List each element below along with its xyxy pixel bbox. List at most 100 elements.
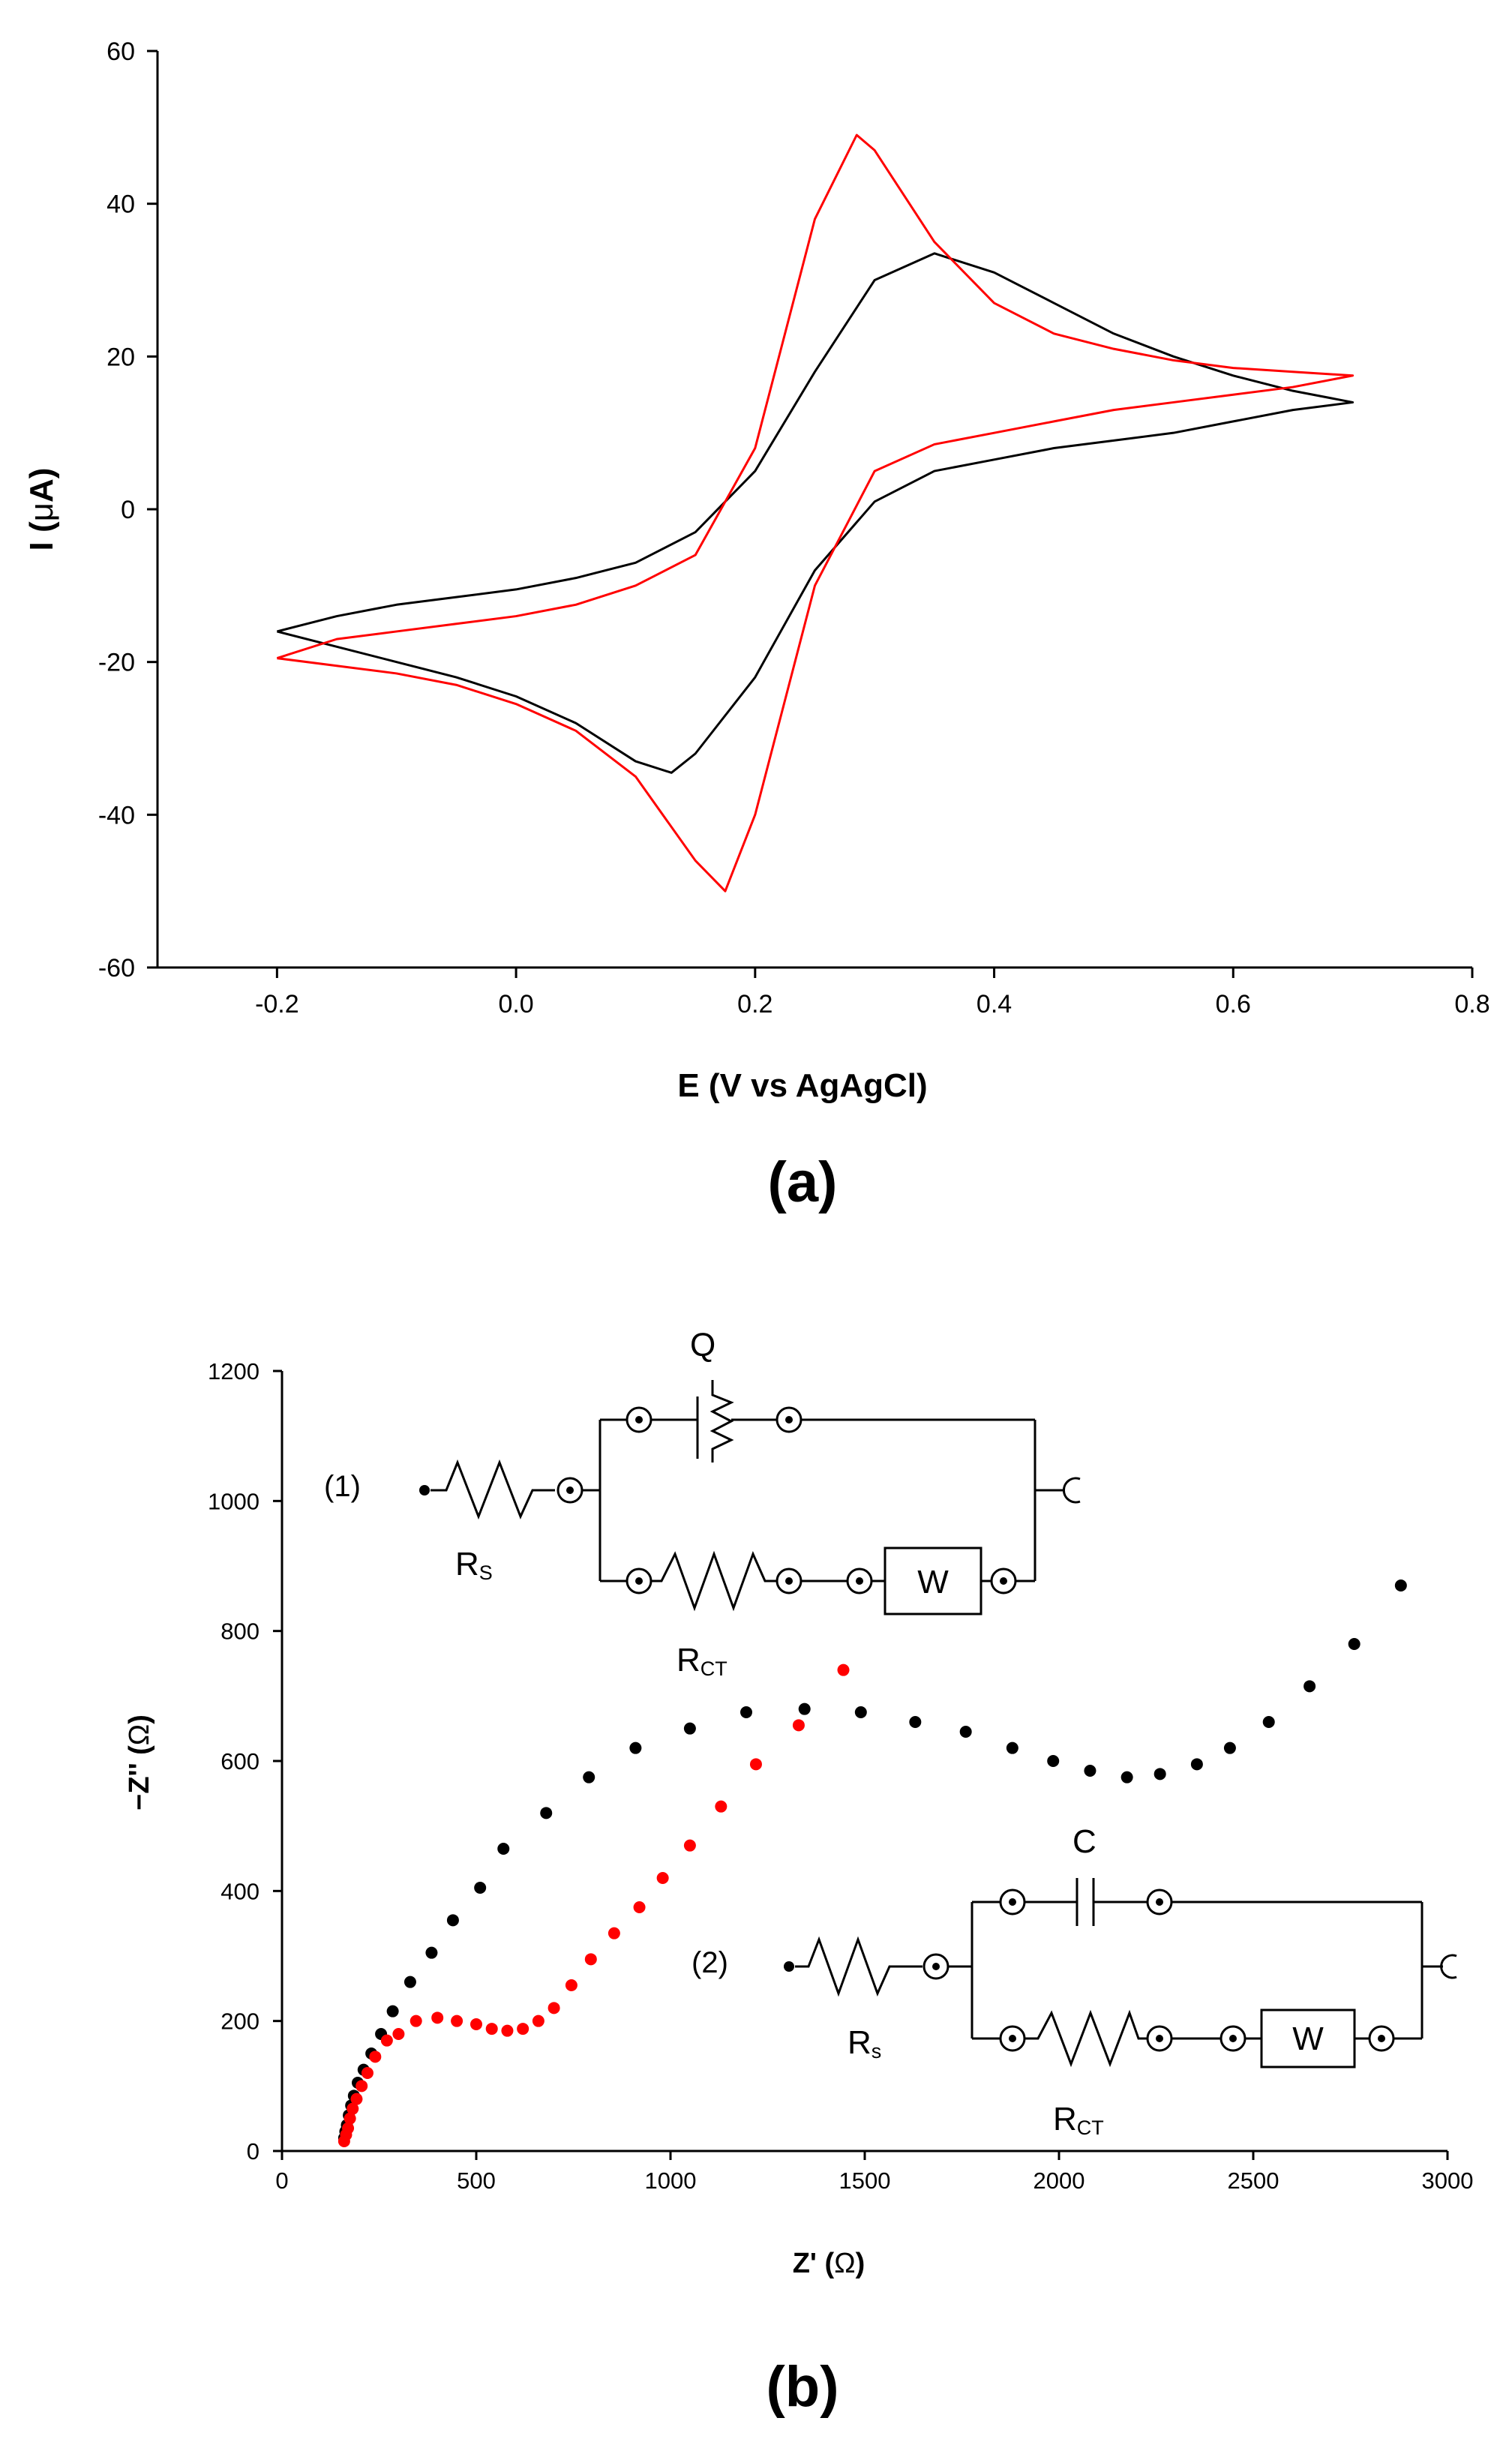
series-line-black xyxy=(276,252,1354,774)
equivalent-circuit-1: (1) RS Q xyxy=(324,1327,1081,1680)
data-point-black xyxy=(497,1843,510,1855)
x-axis-title: Z' (Ω) xyxy=(793,2248,866,2279)
resistor-rct-symbol xyxy=(651,1550,777,1612)
node-connector-dot xyxy=(1156,1898,1163,1906)
series-line-red xyxy=(276,134,1354,892)
y-tick-label: 1200 xyxy=(208,1358,260,1384)
x-axis-title: E (V vs AgAgCl) xyxy=(677,1067,927,1104)
cv-chart: -0.2 0.0 0.2 0.4 0.6 0.8 -60 -40 -20 0 20 40 60 E (… xyxy=(23,38,1490,1214)
x-tick-label: -0.2 xyxy=(255,990,299,1018)
warburg-box xyxy=(884,1546,982,1616)
panel-label-b: (b) xyxy=(766,2355,838,2419)
data-point-red xyxy=(683,1839,696,1852)
data-point-red xyxy=(431,2012,444,2024)
data-point-red xyxy=(792,1719,805,1732)
data-point-black xyxy=(540,1807,553,1820)
y-tick-label: 800 xyxy=(220,1618,260,1645)
data-point-red xyxy=(485,2023,498,2036)
y-tick-label: 400 xyxy=(220,1878,260,1904)
w-label: W xyxy=(917,1564,949,1600)
node-connector-dot xyxy=(785,1577,793,1585)
rs-label-sub: S xyxy=(479,1562,493,1584)
data-point-black xyxy=(854,1706,867,1718)
data-point-black xyxy=(1084,1765,1096,1777)
resistor-rs-symbol xyxy=(795,1936,922,1997)
x-tick-label: 3000 xyxy=(1422,2168,1474,2194)
q-label: Q xyxy=(690,1327,716,1364)
data-point-red xyxy=(361,2067,374,2079)
node-connector-dot xyxy=(1000,1577,1007,1585)
resistor-rs-symbol xyxy=(430,1459,555,1520)
rs-label: RS xyxy=(455,1546,493,1584)
x-axis-title-prefix: Z' ( xyxy=(793,2248,835,2279)
y-axis-title-symbol: Ω xyxy=(124,1724,155,1745)
data-point-black xyxy=(740,1706,753,1718)
data-point-black xyxy=(446,1914,459,1927)
series-group xyxy=(276,134,1354,892)
node-connector-dot xyxy=(635,1577,643,1585)
rct-label-main: R xyxy=(676,1642,700,1678)
y-ticks: -60 -40 -20 0 20 40 60 xyxy=(98,38,158,982)
data-point-black xyxy=(1394,1580,1407,1592)
rct-label-sub: CT xyxy=(1077,2116,1104,2139)
node-connector-dot xyxy=(1229,2035,1237,2042)
data-point-black xyxy=(959,1726,972,1738)
data-point-red xyxy=(451,2014,464,2027)
data-point-black xyxy=(1348,1638,1360,1650)
data-point-red xyxy=(565,1979,578,1991)
data-point-black xyxy=(1190,1758,1203,1771)
data-point-black xyxy=(1047,1755,1060,1767)
y-axis-title-prefix: I ( xyxy=(23,521,60,550)
y-ticks: 0 200 400 600 800 1000 1200 xyxy=(208,1358,282,2164)
open-terminal xyxy=(1440,1954,1457,1979)
node-connector-dot xyxy=(1009,1898,1016,1906)
data-point-black xyxy=(1223,1742,1236,1754)
rct-label-main: R xyxy=(1053,2101,1077,2138)
x-tick-label: 2500 xyxy=(1228,2168,1280,2194)
data-point-black xyxy=(1006,1742,1018,1754)
y-axis-title: I (μA) xyxy=(23,468,60,551)
panel-label-a: (a) xyxy=(768,1150,838,1214)
data-point-red xyxy=(369,2050,382,2063)
x-axis-title-suffix: ) xyxy=(856,2248,866,2279)
data-point-red xyxy=(470,2018,482,2030)
resistor-rct-symbol xyxy=(1024,2009,1148,2068)
x-ticks: -0.2 0.0 0.2 0.4 0.6 0.8 xyxy=(255,968,1490,1018)
y-tick-label: 20 xyxy=(106,343,135,371)
data-point-black xyxy=(1304,1680,1316,1693)
y-tick-label: 600 xyxy=(220,1748,260,1774)
y-tick-label: 0 xyxy=(247,2138,260,2164)
data-point-black xyxy=(683,1722,696,1735)
y-axis-title-prefix: −Z'' ( xyxy=(124,1745,155,1810)
eis-chart: 0 500 1000 1500 2000 2500 3000 0 200 400 600 800 10… xyxy=(124,1327,1473,2419)
data-point-red xyxy=(837,1664,850,1676)
data-point-black xyxy=(798,1702,811,1715)
data-point-red xyxy=(501,2024,514,2037)
rct-label: RCT xyxy=(676,1642,728,1680)
y-axis-title-suffix: A) xyxy=(23,468,60,502)
rs-label-main: R xyxy=(848,2024,872,2061)
data-point-red xyxy=(342,2122,355,2134)
node-connector-dot xyxy=(785,1416,793,1424)
y-tick-label: 1000 xyxy=(208,1488,260,1514)
circuit-number: (2) xyxy=(692,1946,728,1979)
rs-label-main: R xyxy=(455,1546,479,1582)
x-tick-label: 1000 xyxy=(645,2168,697,2194)
data-point-red xyxy=(392,2028,405,2040)
data-point-black xyxy=(1120,1771,1133,1784)
x-axis-title-symbol: Ω xyxy=(834,2248,855,2279)
x-tick-label: 0.8 xyxy=(1454,990,1490,1018)
data-point-black xyxy=(1154,1768,1166,1780)
x-tick-label: 0.4 xyxy=(976,990,1012,1018)
node-connector-dot xyxy=(635,1416,643,1424)
x-tick-label: 0.2 xyxy=(737,990,772,1018)
data-point-red xyxy=(715,1800,728,1813)
node-connector-dot xyxy=(932,1963,940,1970)
data-point-black xyxy=(425,1946,438,1959)
node-connector-dot xyxy=(856,1577,863,1585)
y-tick-label: -60 xyxy=(98,954,135,982)
data-point-red xyxy=(608,1927,620,1940)
data-point-black xyxy=(404,1976,416,1988)
data-point-red xyxy=(532,2014,544,2027)
node-connector-dot xyxy=(1156,2035,1163,2042)
